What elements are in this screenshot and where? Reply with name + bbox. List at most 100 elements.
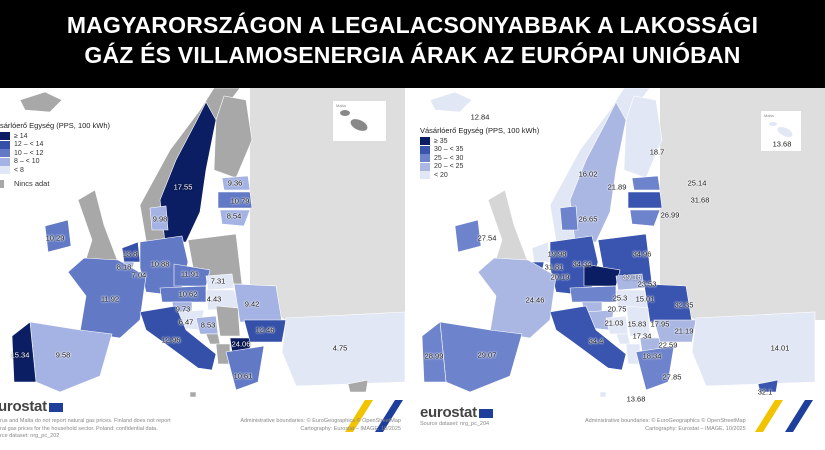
source-note: rus and Malta do not report natural gas … bbox=[0, 418, 171, 439]
legend-swatch bbox=[0, 179, 4, 188]
value-label-bg: 21.19 bbox=[674, 326, 694, 336]
value-label-cz: 39.16 bbox=[622, 272, 642, 282]
country-sk bbox=[205, 273, 235, 291]
eurostat-logo: eurostat bbox=[0, 398, 63, 415]
country-se bbox=[159, 101, 217, 243]
value-label-lv: 31.68 bbox=[690, 195, 710, 205]
country-mt bbox=[599, 391, 607, 398]
eu-flag-icon bbox=[478, 408, 493, 418]
value-label-al: 18.34 bbox=[642, 351, 662, 361]
legend-swatch bbox=[0, 157, 10, 166]
non-eu-land bbox=[250, 88, 405, 320]
source-note: Source dataset: nrg_pc_204 bbox=[420, 421, 490, 427]
legend-label: 10 – < 12 bbox=[14, 149, 44, 157]
malta-shape bbox=[769, 122, 793, 137]
value-label-lu: 20.19 bbox=[550, 272, 570, 282]
value-label-hu: 4.43 bbox=[206, 294, 222, 304]
value-label-de: 34.34 bbox=[572, 259, 592, 269]
country-me bbox=[615, 333, 631, 345]
country-ee bbox=[631, 175, 661, 191]
gas-price-map: sárlóerő Egység (PPS, 100 kWh) ≥ 14 12 – … bbox=[0, 88, 405, 450]
legend-item: < 20 bbox=[420, 171, 539, 180]
value-label-ro: 32.35 bbox=[674, 300, 694, 310]
value-label-lu: 7.04 bbox=[131, 270, 147, 280]
legend-label: < 20 bbox=[434, 171, 448, 179]
value-label-fi: 18.7 bbox=[649, 147, 665, 157]
value-label-mk: 22.59 bbox=[658, 340, 678, 350]
country-is bbox=[19, 91, 63, 113]
country-sk bbox=[615, 273, 645, 291]
country-is bbox=[429, 91, 473, 113]
value-label-be: 8.18 bbox=[116, 262, 132, 272]
eu-flag-icon bbox=[48, 402, 63, 412]
inset-label: Malta bbox=[764, 113, 774, 118]
legend-item: < 8 bbox=[0, 166, 110, 175]
value-label-si: 20.75 bbox=[607, 304, 627, 314]
eurostat-stripe-icon bbox=[785, 400, 813, 432]
value-label-at: 25.3 bbox=[612, 293, 628, 303]
value-label-de: 10.88 bbox=[150, 259, 170, 269]
value-label-no: 16.02 bbox=[578, 169, 598, 179]
country-fr bbox=[477, 257, 557, 339]
value-label-bg: 12.46 bbox=[255, 325, 275, 335]
country-bg bbox=[653, 319, 697, 343]
legend-label: 12 – < 14 bbox=[14, 141, 44, 149]
electricity-legend: Vásárlóerő Egység (PPS, 100 kWh) ≥ 35 30 … bbox=[420, 126, 539, 180]
country-ie bbox=[454, 219, 482, 253]
legend-label: 8 – < 10 bbox=[14, 158, 40, 166]
value-label-se: 21.89 bbox=[607, 182, 627, 192]
legend-swatch bbox=[0, 132, 10, 141]
eurostat-stripe-icon bbox=[375, 400, 403, 432]
country-dk bbox=[149, 205, 169, 231]
country-it bbox=[549, 305, 627, 371]
value-label-cy: 32.1 bbox=[757, 387, 773, 397]
value-label-ba: 8.53 bbox=[200, 320, 216, 330]
malta-inset-value: 13.68 bbox=[772, 139, 792, 149]
legend-title: Vásárlóerő Egység (PPS, 100 kWh) bbox=[420, 126, 540, 135]
country-fi bbox=[213, 95, 253, 179]
eurostat-stripe-icon bbox=[755, 400, 783, 432]
legend-swatch bbox=[0, 166, 10, 175]
country-ie bbox=[44, 219, 72, 253]
legend-swatch bbox=[420, 162, 430, 171]
country-gr bbox=[225, 345, 265, 391]
country-mt bbox=[189, 391, 197, 398]
gas-legend: sárlóerő Egység (PPS, 100 kWh) ≥ 14 12 – … bbox=[0, 121, 110, 188]
legend-swatch bbox=[420, 137, 430, 146]
value-label-it: 12.96 bbox=[161, 335, 181, 345]
value-label-nl: 13.8 bbox=[122, 249, 138, 259]
headline: MAGYARORSZÁGON A LEGALACSONYABBAK A LAKO… bbox=[0, 0, 825, 88]
legend-label: 30 – < 35 bbox=[434, 146, 464, 154]
value-label-tr: 14.01 bbox=[770, 343, 790, 353]
value-label-sk: 23.53 bbox=[637, 279, 657, 289]
value-label-lt: 26.99 bbox=[660, 210, 680, 220]
value-label-hr: 6.47 bbox=[178, 317, 194, 327]
value-label-mt: 13.68 bbox=[626, 394, 646, 404]
value-label-es: 29.07 bbox=[477, 350, 497, 360]
legend-label: 25 – < 30 bbox=[434, 154, 464, 162]
value-label-ba: 15.83 bbox=[627, 319, 647, 329]
country-lt bbox=[629, 209, 661, 227]
legend-label: 20 – < 25 bbox=[434, 163, 464, 171]
country-fr bbox=[67, 257, 147, 339]
headline-line-2: GÁZ ÉS VILLAMOSENERGIA ÁRAK AZ EURÓPAI U… bbox=[84, 42, 741, 68]
value-label-is: 12.84 bbox=[470, 112, 490, 122]
value-label-se: 17.55 bbox=[173, 182, 193, 192]
legend-label: Nincs adat bbox=[14, 179, 50, 189]
country-fi bbox=[623, 95, 663, 179]
country-lv bbox=[627, 191, 663, 209]
value-label-it: 34.4 bbox=[588, 336, 604, 346]
legend-swatch bbox=[0, 140, 10, 149]
value-label-gr: 27.85 bbox=[662, 372, 682, 382]
credit-note: Administrative boundaries: © EuroGeograp… bbox=[240, 418, 401, 432]
country-dk bbox=[559, 205, 579, 231]
malta-inset: Malta bbox=[332, 100, 387, 142]
value-label-tr: 4.75 bbox=[332, 343, 348, 353]
value-label-sk: 7.31 bbox=[210, 276, 226, 286]
country-at bbox=[569, 285, 617, 303]
legend-swatch bbox=[420, 171, 430, 180]
country-ee bbox=[221, 175, 251, 191]
electricity-price-map: Vásárlóerő Egység (PPS, 100 kWh) ≥ 35 30 … bbox=[410, 88, 825, 450]
country-pt bbox=[11, 321, 37, 383]
legend-swatch bbox=[420, 154, 430, 163]
